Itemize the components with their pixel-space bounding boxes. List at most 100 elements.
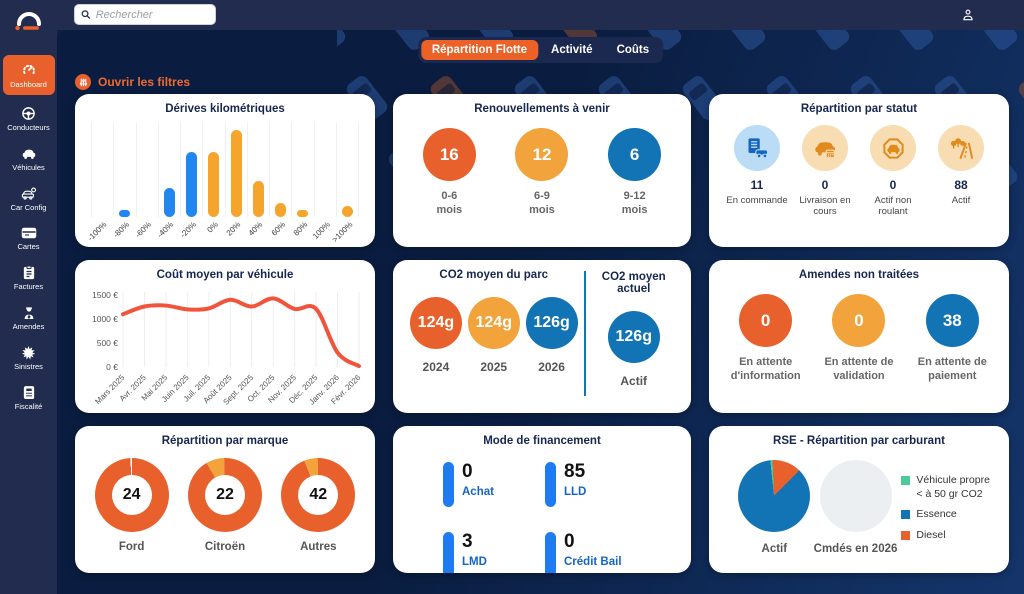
financement-credit-bail: 0 Crédit Bail <box>545 531 647 573</box>
statut-value: 88 <box>954 178 968 192</box>
order-car-icon <box>734 125 780 171</box>
stat-label: 9-12 mois <box>621 190 648 216</box>
sidebar-item-car-config[interactable]: Car Config <box>3 182 55 215</box>
stat-circle: 0 <box>832 294 886 347</box>
stat-circle: 124g <box>409 297 462 349</box>
stat-circle: 6 <box>608 128 662 181</box>
dashboard-icon <box>22 64 35 74</box>
open-filters-button[interactable]: Ouvrir les filtres <box>75 74 190 90</box>
card-title: Coût moyen par véhicule <box>156 269 294 281</box>
stat-label: LMD <box>462 555 487 568</box>
svg-text:500 €: 500 € <box>97 338 119 348</box>
fuel-legend: Véhicule propre < à 50 gr CO2 Essence Di… <box>901 474 995 550</box>
card-title: Dérives kilométriques <box>165 103 285 115</box>
sidebar-nav: Dashboard Conducteurs Véhicules Car Conf… <box>0 55 57 414</box>
stat-value: 3 <box>462 531 473 552</box>
search-input[interactable] <box>95 8 209 21</box>
sidebar-item-conducteurs[interactable]: Conducteurs <box>3 102 55 135</box>
stat-label: En attente de validation <box>824 356 894 382</box>
tab-couts[interactable]: Coûts <box>616 44 650 56</box>
sidebar-item-factures[interactable]: Factures <box>3 261 55 294</box>
amende-stat: 0 En attente de validation <box>813 294 905 384</box>
donut-label: Autres <box>300 541 337 553</box>
stat-circle: 124g <box>467 297 520 349</box>
sidebar-item-label: Car Config <box>10 203 47 212</box>
card-title: Amendes non traitées <box>798 269 920 281</box>
stat-value: 0 <box>462 461 473 482</box>
stat-label: 2026 <box>538 360 565 374</box>
sidebar-item-cartes[interactable]: Cartes <box>3 222 55 254</box>
derives-xlabels: -100% -80% -60% -40% -20% 0% 20% 40% 60% 80% 100% >… <box>85 220 355 245</box>
donut-chart: 22 <box>187 458 262 532</box>
view-tabs: Répartition Flotte Activité Coûts <box>417 37 664 63</box>
card-derives-kilometriques: Dérives kilométriques -100% -80% -60% -40% -… <box>75 94 375 247</box>
pie-label: Actif <box>761 543 788 555</box>
amende-stat: 38 En attente de paiement <box>906 294 998 384</box>
sidebar-item-label: Conducteurs <box>7 123 50 132</box>
sidebar-item-label: Fiscalité <box>14 402 43 411</box>
statut-label: Livraison en cours <box>799 195 851 218</box>
stat-label: Crédit Bail <box>564 555 622 568</box>
donut-value: 22 <box>204 475 245 515</box>
search-icon <box>81 10 91 19</box>
sidebar-item-sinistres[interactable]: Sinistres <box>3 341 55 374</box>
svg-text:1000 €: 1000 € <box>92 314 118 324</box>
stat-bar <box>443 462 454 507</box>
legend-label: Véhicule propre < à 50 gr CO2 <box>916 474 990 500</box>
stat-bar <box>443 532 454 573</box>
co2-stat: 124g 2025 <box>467 297 520 374</box>
card-repartition-marque: Répartition par marque 24 Ford 22 Citroë… <box>75 426 375 573</box>
statut-actif: 88 Actif <box>927 125 995 218</box>
donut-value: 42 <box>298 475 339 515</box>
user-icon <box>963 9 973 21</box>
card-title: Répartition par marque <box>161 435 289 447</box>
stat-label: 6-9 mois <box>529 190 555 216</box>
brand-donut: 42 Autres <box>281 458 356 553</box>
card-title: Répartition par statut <box>800 103 918 115</box>
stat-circle: 38 <box>925 294 979 347</box>
fuel-pie-cmdes: Cmdés en 2026 <box>814 460 897 555</box>
sidebar-item-dashboard[interactable]: Dashboard <box>2 55 55 95</box>
sidebar: Dashboard Conducteurs Véhicules Car Conf… <box>0 0 57 594</box>
sidebar-item-fiscalite[interactable]: Fiscalité <box>3 381 55 414</box>
stat-label: Actif <box>620 374 648 388</box>
statut-value: 11 <box>750 178 764 192</box>
sidebar-item-label: Véhicules <box>12 163 45 172</box>
statut-value: 0 <box>821 178 829 192</box>
card-title: Mode de financement <box>483 435 601 447</box>
dashboard-grid: Dérives kilométriques -100% -80% -60% -40% -… <box>75 94 1010 573</box>
stat-label: 0-6 mois <box>436 190 463 216</box>
stat-bar <box>545 462 556 507</box>
stat-label: LLD <box>564 485 587 498</box>
stat-circle: 16 <box>422 128 476 181</box>
sidebar-item-amendes[interactable]: Amendes <box>3 301 55 334</box>
donut-chart: 42 <box>281 458 356 532</box>
financement-achat: 0 Achat <box>443 461 545 507</box>
user-account-button[interactable] <box>958 5 978 25</box>
stat-circle: 12 <box>515 128 569 181</box>
filter-icon <box>75 74 91 90</box>
svg-text:0 €: 0 € <box>106 362 118 372</box>
sidebar-item-vehicules[interactable]: Véhicules <box>3 142 55 175</box>
tab-activite[interactable]: Activité <box>551 44 593 56</box>
stat-value: 85 <box>564 461 586 482</box>
sidebar-item-label: Dashboard <box>10 80 47 89</box>
card-financement: Mode de financement 0 Achat 85 LLD 3 LMD 0 C… <box>393 426 691 573</box>
derives-bars <box>91 123 359 217</box>
brand-donut: 24 Ford <box>94 458 169 553</box>
financement-lmd: 3 LMD <box>443 531 545 573</box>
car-delivery-icon <box>802 125 848 171</box>
search-input-wrap[interactable] <box>74 4 216 25</box>
legend-swatch <box>901 476 911 485</box>
co2-actuel-section: CO2 moyen actuel 126g Actif <box>584 271 681 396</box>
legend-label: Essence <box>916 508 957 521</box>
car-icon <box>22 149 35 159</box>
tab-repartition-flotte[interactable]: Répartition Flotte <box>420 40 539 60</box>
sidebar-item-label: Amendes <box>12 322 45 331</box>
road-icon <box>938 125 984 171</box>
invoice-icon <box>23 265 34 280</box>
legend-item: Diesel <box>901 529 995 543</box>
svg-text:1500 €: 1500 € <box>92 290 118 300</box>
renouvellement-stat: 16 0-6 mois <box>403 128 495 218</box>
legend-swatch <box>901 510 911 520</box>
